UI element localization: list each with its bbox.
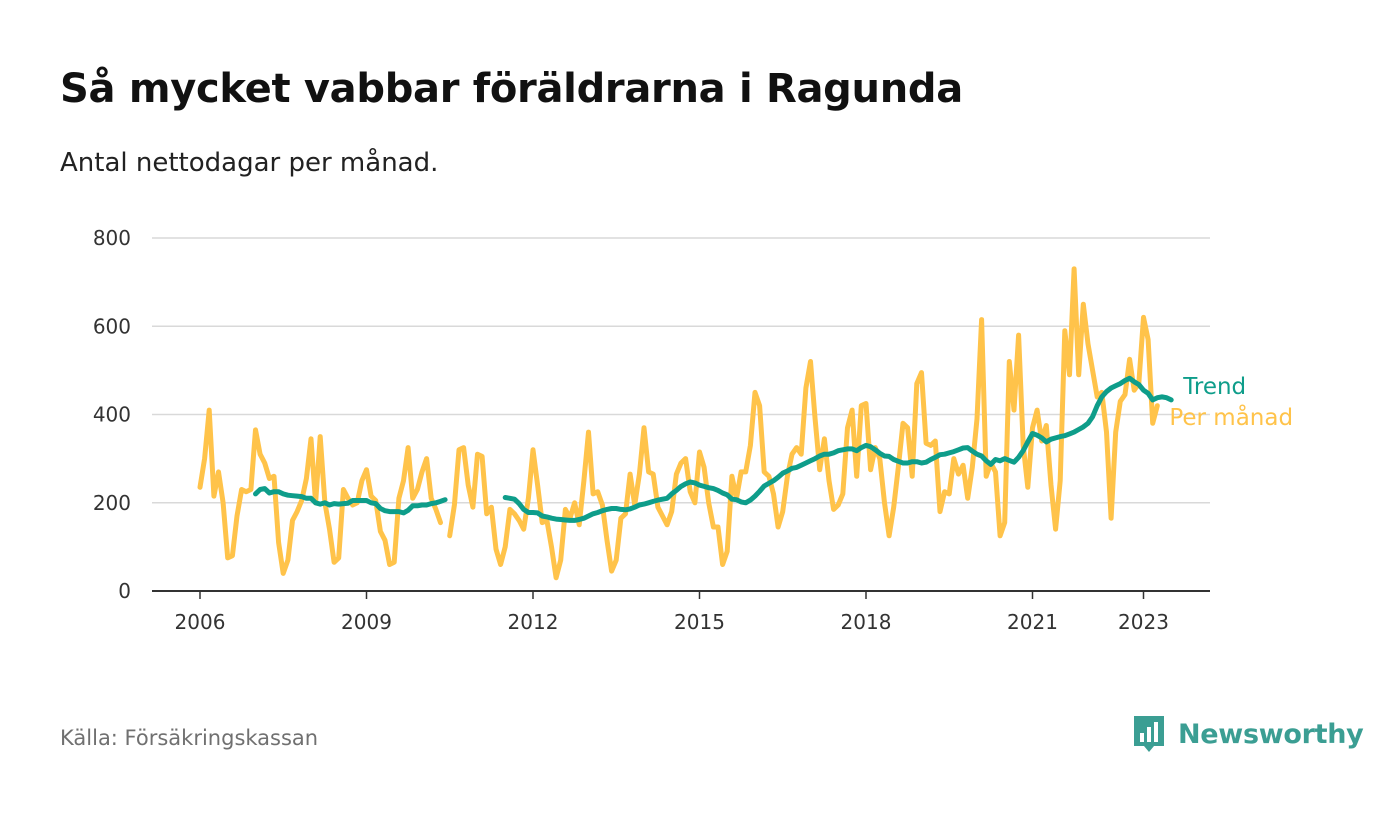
grid-lines bbox=[152, 237, 1210, 592]
series-lines bbox=[197, 266, 1174, 581]
y-tick-label: 400 bbox=[93, 403, 131, 427]
y-tick-label: 600 bbox=[93, 314, 131, 338]
y-tick-label: 200 bbox=[93, 491, 131, 515]
y-axis-ticks: 0 200 400 600 800 bbox=[93, 226, 131, 603]
x-tick-label: 2009 bbox=[341, 610, 392, 634]
source-note: Källa: Försäkringskassan bbox=[60, 726, 319, 750]
newsworthy-logo-icon bbox=[1134, 716, 1164, 752]
x-axis-ticks: 2006 2009 2012 2015 2018 2021 2023 bbox=[175, 591, 1169, 634]
y-tick-label: 0 bbox=[118, 579, 131, 603]
series-label-trend: Trend bbox=[1182, 374, 1246, 400]
x-tick-label: 2023 bbox=[1118, 610, 1169, 634]
series-labels: Per månad Trend bbox=[1169, 374, 1293, 431]
brand-name: Newsworthy bbox=[1178, 718, 1364, 750]
x-tick-label: 2018 bbox=[841, 610, 892, 634]
y-tick-label: 800 bbox=[93, 226, 131, 250]
x-tick-label: 2015 bbox=[674, 610, 725, 634]
series-label-per-manad: Per månad bbox=[1169, 403, 1293, 431]
x-tick-label: 2021 bbox=[1007, 610, 1058, 634]
brand-logo[interactable]: Newsworthy bbox=[1132, 712, 1364, 756]
chart-subtitle: Antal nettodagar per månad. bbox=[60, 148, 439, 178]
x-tick-label: 2006 bbox=[175, 610, 226, 634]
series-line-per-manad bbox=[197, 266, 1160, 581]
chart-title: Så mycket vabbar föräldrarna i Ragunda bbox=[60, 66, 963, 112]
series-line-trend bbox=[253, 375, 1174, 523]
x-tick-label: 2012 bbox=[508, 610, 559, 634]
